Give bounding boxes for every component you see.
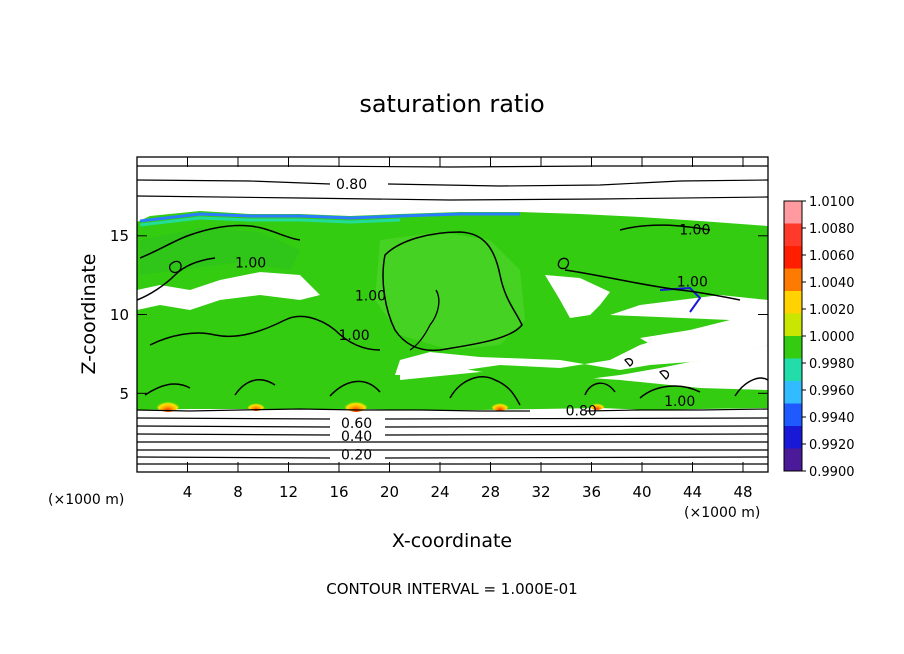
- y-axis-title: Z-coordinate: [78, 254, 100, 375]
- x-unit-label-left: (×1000 m): [48, 492, 124, 508]
- y-tick-label: 10: [110, 306, 129, 324]
- contour-line: [144, 376, 768, 406]
- x-tick-label: 8: [233, 483, 243, 501]
- colorbar-swatch: [784, 358, 802, 382]
- x-unit-label-right: (×1000 m): [684, 505, 760, 521]
- x-tick-labels: 4 8 12 16 20 24 28 32 36 40 44 48: [183, 483, 753, 501]
- colorbar-swatch: [784, 268, 802, 292]
- contour-label: 1.00: [355, 289, 386, 305]
- y-tick-label: 15: [110, 227, 129, 245]
- contour-line: [382, 231, 523, 352]
- contour-label: 0.40: [341, 429, 372, 445]
- subsaturated-edge: [139, 216, 401, 227]
- chart-title: saturation ratio: [359, 90, 544, 118]
- contour-label: 1.00: [679, 222, 710, 238]
- contour-label: 1.00: [664, 394, 695, 410]
- x-tick-label: 44: [683, 483, 702, 501]
- contour-line: [384, 417, 768, 420]
- colorbar-label: 1.0020: [809, 303, 855, 318]
- y-tick-label: 5: [119, 385, 129, 403]
- contour-line: [149, 315, 381, 351]
- saturation-field: [137, 211, 768, 412]
- colorbar-swatch: [784, 313, 802, 337]
- colorbar-swatch: [784, 403, 802, 427]
- contour-line: [137, 425, 331, 428]
- colorbar-label: 0.9900: [809, 465, 855, 480]
- contour-line: [384, 425, 768, 428]
- colorbar-swatch: [784, 223, 802, 247]
- contour-line: [137, 433, 331, 436]
- contour-label: 0.80: [336, 177, 367, 193]
- hot-spot: [156, 396, 180, 412]
- contour-line: [384, 456, 768, 459]
- x-tick-label: 40: [632, 483, 651, 501]
- y-tick-labels: 5 10 15: [110, 227, 129, 403]
- contour-line: [387, 179, 768, 187]
- colorbar-label: 1.0080: [809, 222, 855, 237]
- x-tick-label: 20: [380, 483, 399, 501]
- contour-line: [137, 417, 331, 420]
- x-axis-ticks: [187, 157, 744, 472]
- x-tick-label: 28: [481, 483, 500, 501]
- colorbar-swatch: [784, 336, 802, 359]
- contour-line: [137, 408, 530, 412]
- dry-pocket: [545, 275, 610, 318]
- contour-labels: 0.80 0.80 0.600.40 0.20 1.00 1.00 1.00 1.00 1.00…: [235, 177, 710, 464]
- contour-line: [564, 224, 741, 301]
- contour-line: [137, 165, 768, 168]
- colorbar-label: 1.0100: [809, 195, 855, 210]
- hot-spot: [344, 396, 368, 412]
- field-shading: [375, 232, 525, 350]
- x-tick-label: 24: [430, 483, 449, 501]
- contour-label: 1.00: [338, 328, 369, 344]
- colorbar-label: 0.9940: [809, 411, 855, 426]
- contour-line: [169, 257, 670, 380]
- colorbar-swatch: [784, 246, 802, 269]
- x-tick-label: 36: [582, 483, 601, 501]
- colorbar-swatch: [784, 426, 802, 449]
- contour-label: 0.60: [341, 416, 372, 432]
- contour-line: [384, 433, 768, 436]
- x-tick-label: 12: [279, 483, 298, 501]
- contour-label: 0.20: [341, 448, 372, 464]
- colorbar-swatch: [784, 448, 802, 472]
- colorbar-label: 1.0040: [809, 276, 855, 291]
- colorbar-swatch: [784, 201, 802, 224]
- contour-interval-note: CONTOUR INTERVAL = 1.000E-01: [326, 580, 577, 598]
- contour-line: [137, 179, 331, 185]
- x-axis-title: X-coordinate: [392, 530, 512, 552]
- dry-pocket: [137, 272, 320, 310]
- dry-pocket: [395, 295, 768, 375]
- x-tick-label: 32: [531, 483, 550, 501]
- colorbar: 1.0100 1.0080 1.0060 1.0040 1.0020 1.0000 0.99…: [783, 195, 855, 480]
- colorbar-label: 0.9980: [809, 357, 855, 372]
- x-tick-label: 16: [329, 483, 348, 501]
- x-tick-label: 4: [183, 483, 193, 501]
- colorbar-label: 1.0060: [809, 249, 855, 264]
- contour-label: 1.00: [235, 256, 266, 272]
- contour-line: [137, 195, 768, 201]
- contour-line: [409, 289, 440, 351]
- contour-label: 1.00: [677, 274, 708, 290]
- hot-spot: [589, 400, 605, 410]
- y-axis-ticks: [137, 235, 768, 394]
- hot-spots: [156, 396, 605, 412]
- contour-line: [137, 456, 331, 459]
- contour-line: [585, 408, 768, 412]
- contour-line: [137, 224, 301, 301]
- subsaturated-edge: [139, 212, 520, 223]
- dry-pocket: [640, 330, 720, 350]
- colorbar-swatch: [784, 291, 802, 314]
- colorbar-label: 1.0000: [809, 330, 855, 345]
- colorbar-label: 0.9960: [809, 384, 855, 399]
- contour-label: 0.80: [566, 404, 597, 420]
- colorbar-swatch: [784, 381, 802, 404]
- x-tick-label: 48: [733, 483, 752, 501]
- contour-lines: [137, 165, 768, 465]
- hot-spot: [247, 399, 265, 411]
- colorbar-label: 0.9920: [809, 438, 855, 453]
- hot-spot: [491, 399, 509, 411]
